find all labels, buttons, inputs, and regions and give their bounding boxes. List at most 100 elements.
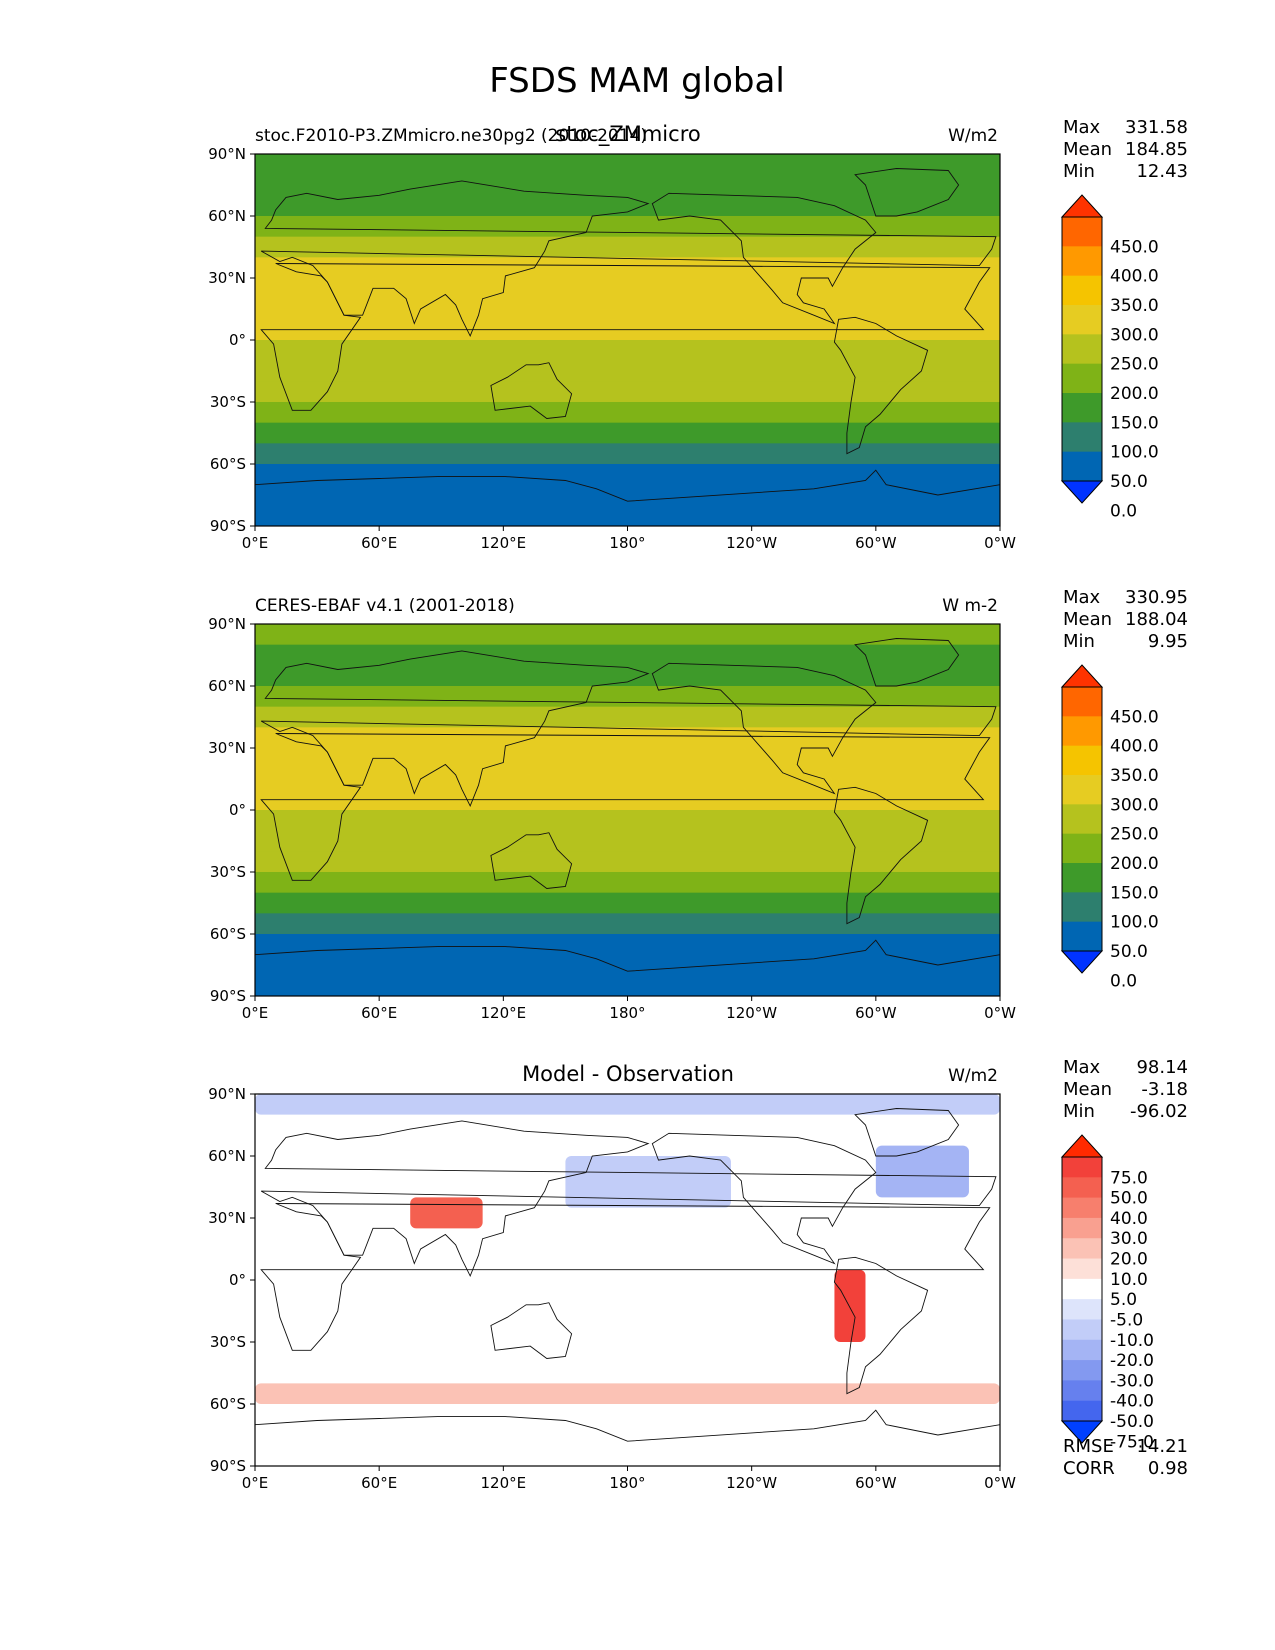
zonal-band xyxy=(255,216,1000,238)
colorbar-tick-label: -40.0 xyxy=(1110,1392,1154,1412)
stat-label: Min xyxy=(1063,1101,1095,1122)
colorbar-segment xyxy=(1062,217,1102,247)
coastline xyxy=(260,263,991,411)
colorbar-segment xyxy=(1062,334,1102,365)
colorbar-tick-label: 400.0 xyxy=(1110,267,1159,287)
colorbar-segment xyxy=(1062,1278,1102,1300)
zonal-band xyxy=(255,851,1000,873)
stat-value: -96.02 xyxy=(1130,1101,1188,1122)
colorbar-segment xyxy=(1062,921,1102,952)
colorbar-tick-label: 10.0 xyxy=(1110,1270,1148,1290)
zonal-band xyxy=(255,768,1000,790)
map-field xyxy=(255,154,1000,526)
x-tick-label: 120°W xyxy=(726,1474,777,1492)
colorbar-segment xyxy=(1062,1360,1102,1381)
zonal-band xyxy=(255,934,1000,956)
y-tick-label: 30°N xyxy=(208,739,246,757)
colorbar-segment xyxy=(1062,393,1102,423)
colorbar-tick-label: 100.0 xyxy=(1110,913,1159,933)
x-tick-label: 0°W xyxy=(984,534,1016,552)
panel-units: W/m2 xyxy=(948,1066,998,1086)
colorbar-tick-label: 200.0 xyxy=(1110,854,1159,874)
colorbar-tick-label: 450.0 xyxy=(1110,237,1159,257)
anomaly-region xyxy=(255,1383,1000,1404)
colorbar-extend-bottom xyxy=(1060,480,1104,504)
panel-units: W m-2 xyxy=(942,596,998,616)
stat-label: CORR xyxy=(1063,1458,1115,1479)
map-area: 0°E 60°E 120°E 180° 120°W 60°W 0°W 90°N 60°N 30°N… xyxy=(208,615,1016,1022)
colorbar-segment xyxy=(1062,451,1102,482)
x-tick-label: 60°E xyxy=(361,534,397,552)
colorbar-tick-label: 450.0 xyxy=(1110,707,1159,727)
panel-left-title: CERES-EBAF v4.1 (2001-2018) xyxy=(255,596,515,616)
coastline xyxy=(833,316,929,455)
panel-center-title: stoc_ZMmicro xyxy=(555,122,700,147)
x-tick-label: 120°W xyxy=(726,534,777,552)
zonal-band xyxy=(255,381,1000,403)
colorbar-tick-label: 250.0 xyxy=(1110,355,1159,375)
stat-value: 0.98 xyxy=(1148,1458,1188,1479)
colorbar-tick-label: 40.0 xyxy=(1110,1209,1148,1229)
colorbar-tick-label: 200.0 xyxy=(1110,384,1159,404)
x-tick-label: 0°W xyxy=(984,1474,1016,1492)
y-tick-label: 30°N xyxy=(208,1209,246,1227)
stat-value: 331.58 xyxy=(1125,117,1188,138)
zonal-band xyxy=(255,174,1000,196)
colorbar-tick-label: -20.0 xyxy=(1110,1351,1154,1371)
colorbar-segment xyxy=(1062,775,1102,805)
y-tick-label: 90°S xyxy=(210,987,246,1005)
colorbar-tick-label: -30.0 xyxy=(1110,1371,1154,1391)
zonal-band xyxy=(255,665,1000,687)
zonal-band xyxy=(255,975,1000,996)
colorbar-tick-label: -5.0 xyxy=(1110,1310,1143,1330)
colorbar-segment xyxy=(1062,275,1102,306)
figure-title: FSDS MAM global xyxy=(489,61,785,101)
map-field xyxy=(255,1094,1000,1466)
colorbar-tick-label: -10.0 xyxy=(1110,1331,1154,1351)
coastline xyxy=(260,650,997,807)
coastline xyxy=(833,786,929,925)
stat-label: Mean xyxy=(1063,139,1112,160)
y-tick-label: 30°N xyxy=(208,269,246,287)
y-tick-label: 60°S xyxy=(210,925,246,943)
zonal-band xyxy=(255,706,1000,728)
stat-value: 330.95 xyxy=(1125,587,1188,608)
colorbar-tick-label: 0.0 xyxy=(1110,501,1137,521)
zonal-band xyxy=(255,913,1000,935)
colorbar-segment xyxy=(1062,1177,1102,1199)
anomaly-region xyxy=(565,1156,731,1208)
colorbar-segment xyxy=(1062,863,1102,893)
zonal-band xyxy=(255,402,1000,424)
colorbar-segment xyxy=(1062,422,1102,453)
colorbar-tick-label: 350.0 xyxy=(1110,296,1159,316)
zonal-band xyxy=(255,360,1000,382)
colorbar-tick-label: 250.0 xyxy=(1110,825,1159,845)
coastline xyxy=(651,662,877,795)
colorbar-tick-label: -50.0 xyxy=(1110,1412,1154,1432)
panel-units: W/m2 xyxy=(948,126,998,146)
panel-difference: Model - Observation W/m2 0°E 60°E 120°E 180… xyxy=(208,1057,1188,1492)
colorbar-segment xyxy=(1062,1319,1102,1341)
coastline xyxy=(833,1256,929,1395)
colorbar-segment xyxy=(1062,716,1102,747)
coastline xyxy=(260,180,997,337)
colorbar-tick-label: 0.0 xyxy=(1110,971,1137,991)
colorbar-tick-label: -75.0 xyxy=(1110,1432,1154,1452)
zonal-band xyxy=(255,298,1000,320)
x-tick-label: 120°E xyxy=(481,1004,527,1022)
zonal-band xyxy=(255,422,1000,444)
x-tick-label: 180° xyxy=(609,534,645,552)
zonal-band xyxy=(255,624,1000,646)
x-tick-label: 120°E xyxy=(481,1474,527,1492)
map-area: 0°E 60°E 120°E 180° 120°W 60°W 0°W 90°N 60°N 30°N… xyxy=(208,1085,1016,1492)
zonal-band xyxy=(255,464,1000,486)
coastline xyxy=(260,733,991,881)
stat-label: Max xyxy=(1063,117,1101,138)
anomaly-region xyxy=(255,1094,1000,1115)
x-tick-label: 60°E xyxy=(361,1004,397,1022)
x-tick-label: 120°E xyxy=(481,534,527,552)
zonal-band xyxy=(255,257,1000,279)
stat-value: 188.04 xyxy=(1125,609,1188,630)
map-area: 0°E 60°E 120°E 180° 120°W 60°W 0°W 90°N 60°N 30°N… xyxy=(208,145,1016,552)
panel-center-title: Model - Observation xyxy=(522,1062,734,1086)
